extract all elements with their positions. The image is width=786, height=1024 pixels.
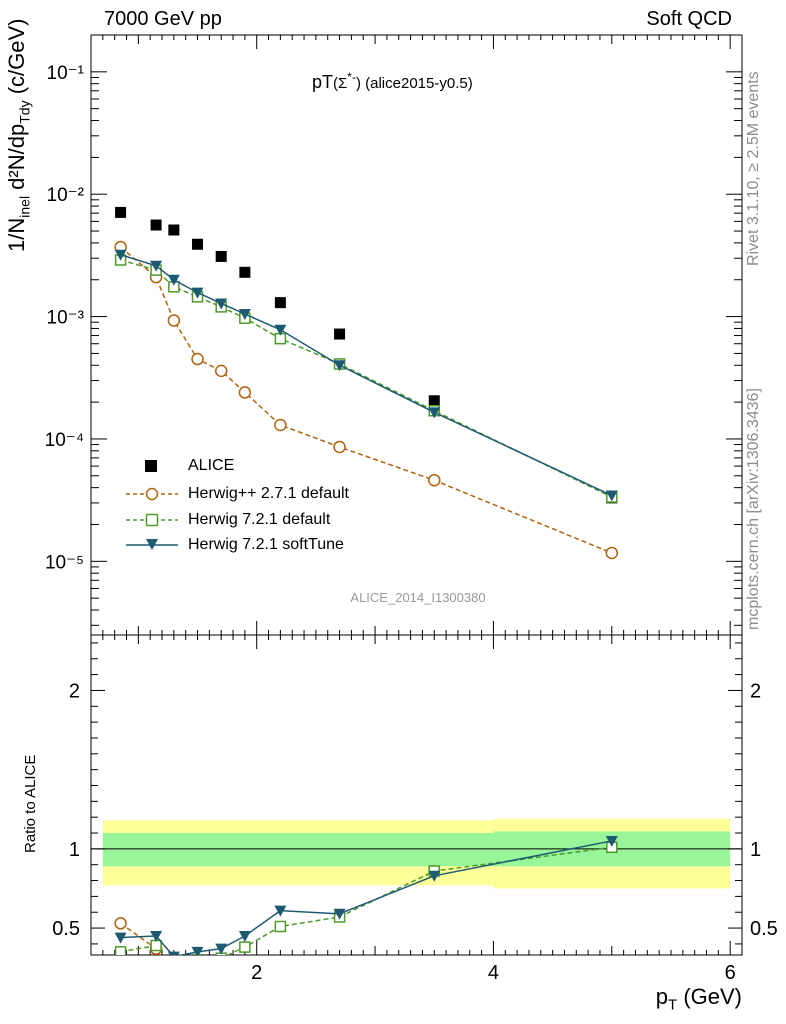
x-tick-label: 4 — [488, 962, 499, 984]
ratio-herwig-721-softtune-point — [114, 932, 127, 944]
uncertainty-band-inner — [102, 833, 494, 867]
mcplots-credit-label: mcplots.cern.ch [arXiv:1306.3436] — [745, 388, 762, 630]
ratio-herwigpp-271-default-point — [168, 973, 179, 984]
ratio-herwig-721-default-point — [191, 954, 204, 955]
ratio-herwig-721-softtune-point — [238, 930, 251, 942]
herwig-721-softtune-point — [167, 274, 180, 286]
legend-label-herwigpp-271: Herwig++ 2.7.1 default — [188, 485, 349, 502]
rivet-version-label: Rivet 3.1.10, ≥ 2.5M events — [745, 71, 762, 266]
herwig-721-softtune-point — [114, 249, 127, 261]
herwig-721-default-line — [120, 259, 613, 498]
ratio-y-tick-label-right: 0.5 — [750, 918, 778, 940]
alice-data-point — [150, 219, 162, 231]
alice-data-point — [215, 250, 227, 262]
main-panel-series — [114, 206, 619, 560]
ratio-herwig-721-softtune-point — [167, 951, 180, 955]
ratio-herwig-721-default-point — [150, 939, 162, 952]
plot-title: pT(Σ*-) (alice2015-y0.5) — [312, 70, 473, 92]
herwig-721-softtune-line — [120, 254, 613, 497]
y-tick-label: 10⁻² — [47, 185, 85, 206]
header-right-label: Soft QCD — [646, 8, 732, 30]
ratio-herwig-721-softtune-point — [215, 943, 228, 955]
ratio-herwig-721-default-point — [239, 941, 251, 953]
x-tick-label: 6 — [725, 962, 736, 984]
analysis-id-watermark: ALICE_2014_I1300380 — [350, 590, 486, 605]
y-tick-label: 10⁻⁴ — [45, 430, 84, 451]
herwig-721-softtune-point — [428, 407, 441, 419]
ratio-y-tick-label: 1 — [69, 839, 80, 861]
ratio-herwig-721-default-point — [215, 952, 227, 955]
ratio-panel-axes: 2 4 6 0.5 0.5 1 1 2 2 — [52, 634, 778, 984]
herwig-721-softtune-point — [215, 298, 228, 310]
ratio-error-bands — [102, 818, 731, 889]
ratio-herwig-721-softtune-point — [150, 930, 163, 942]
ratio-y-tick-label-right: 2 — [750, 680, 761, 702]
herwigpp-271-default-point — [333, 440, 346, 454]
alice-data-point — [334, 328, 346, 340]
x-axis-label: pT (GeV) — [655, 984, 742, 1014]
herwigpp-271-default-point — [428, 473, 441, 487]
ratio-herwig-721-softtune-point — [428, 870, 441, 882]
herwigpp-271-default-point — [214, 364, 228, 378]
ratio-panel-series — [114, 835, 618, 984]
herwigpp-271-default-point — [238, 386, 252, 399]
ratio-herwig-721-softtune-line — [120, 840, 612, 955]
legend-marker-herwig-721-default — [126, 513, 178, 527]
legend-marker-herwig-721-softtune — [126, 539, 178, 550]
ratio-y-tick-label: 2 — [69, 680, 80, 702]
ratio-herwig-721-softtune-point — [274, 905, 287, 917]
ratio-herwig-721-softtune-point — [333, 908, 346, 920]
herwig-721-softtune-point — [191, 287, 204, 299]
alice-data-point — [168, 224, 180, 236]
alice-data-point — [428, 395, 440, 407]
ratio-plot-frame — [90, 634, 743, 956]
herwig-721-softtune-point — [150, 260, 163, 272]
ratio-herwig-721-softtune-point — [605, 835, 618, 847]
legend-marker-herwigpp-271 — [126, 487, 178, 501]
header-left-label: 7000 GeV pp — [104, 8, 222, 30]
alice-data-point — [274, 297, 286, 309]
legend-label-herwig-721-default: Herwig 7.2.1 default — [188, 511, 331, 528]
alice-data-point — [239, 266, 251, 278]
ratio-herwig-721-softtune-point — [191, 946, 204, 955]
herwigpp-271-default-point — [167, 314, 181, 327]
ratio-herwigpp-271-default-point — [114, 917, 127, 930]
alice-data-point — [115, 206, 127, 218]
ratio-y-tick-label: 0.5 — [52, 918, 80, 940]
legend-label-alice: ALICE — [188, 457, 235, 474]
herwig-721-softtune-point — [333, 360, 346, 372]
herwig-721-softtune-point — [274, 324, 287, 336]
y-tick-label: 10⁻³ — [47, 308, 85, 329]
y-tick-label: 10⁻⁵ — [45, 552, 84, 573]
ratio-herwig-721-default-point — [114, 946, 127, 955]
herwigpp-271-default-point — [605, 546, 619, 560]
herwigpp-271-default-point — [191, 352, 204, 366]
ratio-herwig-721-default-point — [274, 920, 287, 933]
legend-label-herwig-721-softtune: Herwig 7.2.1 softTune — [188, 536, 344, 553]
legend-marker-alice — [145, 460, 157, 472]
x-tick-label: 2 — [251, 962, 262, 984]
ratio-herwig-721-default-point — [169, 963, 179, 973]
herwig-721-softtune-point — [238, 308, 251, 320]
ratio-y-tick-label-right: 1 — [750, 839, 761, 861]
main-y-axis-label: 1/Ninel d²N/dpTdy (c/GeV) — [4, 18, 33, 252]
alice-data-point — [192, 238, 204, 250]
herwigpp-271-default-point — [274, 418, 287, 432]
y-tick-label: 10⁻¹ — [47, 63, 85, 84]
ratio-y-axis-label: Ratio to ALICE — [22, 754, 39, 853]
herwig-721-softtune-point — [605, 490, 618, 502]
